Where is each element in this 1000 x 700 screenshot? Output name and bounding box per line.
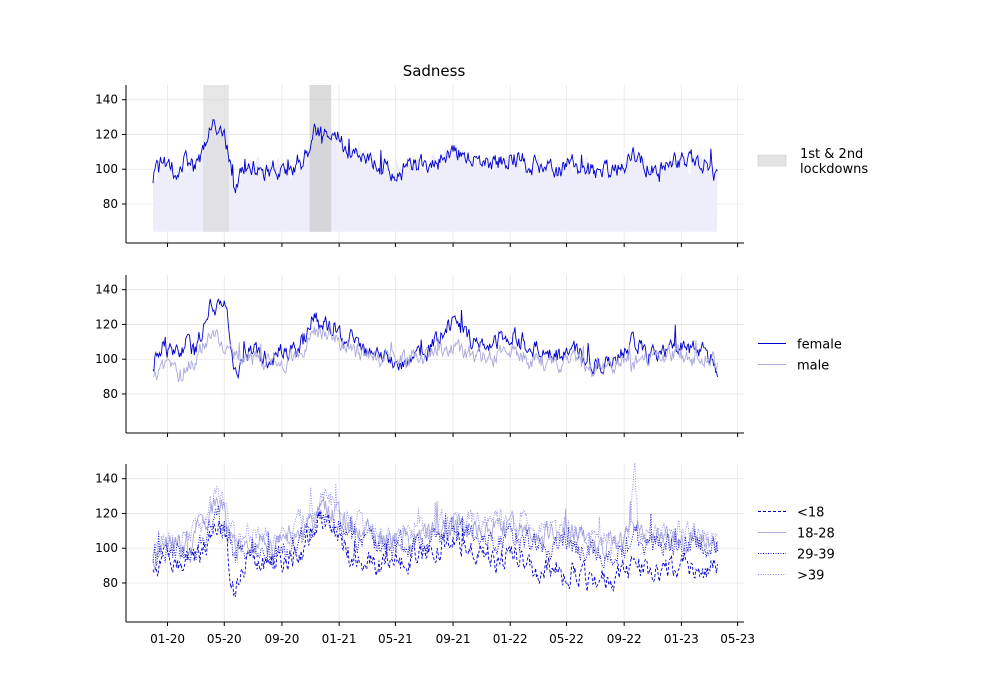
legend-label: 1st & 2nd	[800, 147, 863, 162]
series-line	[152, 462, 718, 558]
x-tick-label: 05-20	[207, 632, 242, 646]
x-tick-label: 05-21	[378, 632, 413, 646]
lockdown-band	[309, 85, 332, 232]
x-tick-label: 09-20	[264, 632, 299, 646]
series-line	[152, 298, 718, 380]
series-line	[152, 323, 718, 383]
y-tick-label: 120	[95, 506, 118, 520]
legend-label: 29-39	[797, 548, 835, 563]
chart-title: Sadness	[403, 62, 466, 80]
x-tick-label: 01-22	[493, 632, 528, 646]
legend-label: female	[797, 338, 842, 353]
x-tick-label: 09-21	[436, 632, 471, 646]
y-tick-label: 140	[95, 93, 118, 107]
x-tick-label: 05-22	[549, 632, 584, 646]
area-fill	[153, 123, 718, 232]
y-tick-label: 80	[103, 576, 118, 590]
y-tick-label: 100	[95, 541, 118, 555]
legend-label: lockdowns	[800, 162, 868, 177]
y-tick-label: 120	[95, 127, 118, 141]
legend-swatch	[757, 154, 787, 167]
y-tick-label: 100	[95, 162, 118, 176]
y-tick-label: 80	[103, 197, 118, 211]
x-tick-label: 01-20	[150, 632, 185, 646]
y-tick-label: 120	[95, 317, 118, 331]
lockdown-band	[203, 85, 229, 232]
series-line	[152, 119, 718, 194]
y-tick-label: 100	[95, 352, 118, 366]
panel-age: 80 100 120 140 01-20 05-20 09-20 01-21 05-21 09-2…	[95, 462, 835, 646]
y-tick-label: 140	[95, 283, 118, 297]
y-tick-label: 80	[103, 387, 118, 401]
x-tick-label: 09-22	[607, 632, 642, 646]
legend-label: >39	[797, 569, 824, 584]
x-tick-label: 01-23	[664, 632, 699, 646]
legend-label: <18	[797, 506, 824, 521]
y-tick-label: 140	[95, 472, 118, 486]
x-tick-label: 05-23	[720, 632, 755, 646]
panel-gender: 80 100 120 140 female male	[95, 275, 842, 437]
legend-label: 18-28	[797, 527, 835, 542]
x-tick-label: 01-21	[322, 632, 357, 646]
legend-label: male	[797, 359, 829, 374]
